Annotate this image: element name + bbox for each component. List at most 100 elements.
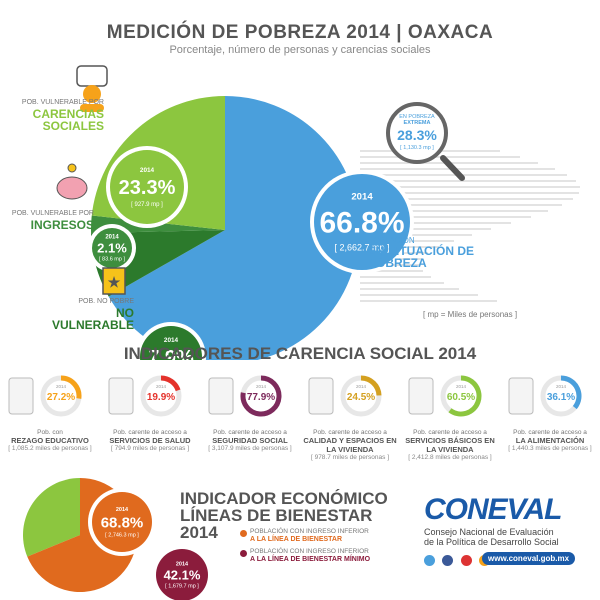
legend-minimo-prefix: POBLACIÓN CON INGRESO INFERIOR bbox=[250, 548, 369, 555]
legend-minimo-dot bbox=[240, 550, 247, 557]
wb-bubble-1 bbox=[156, 549, 208, 600]
bubble-2 bbox=[92, 228, 132, 268]
star-glyph: ★ bbox=[108, 274, 121, 290]
wb-pie-remainder bbox=[22, 478, 80, 557]
indicators-row: 2014 27.2% Pob. con REZAGO EDUCATIVO[ 1,085… bbox=[0, 368, 600, 468]
extreme-label-top: EN POBREZA bbox=[399, 114, 435, 120]
indicator-4: 2014 60.5% Pob. carente de acceso a SERVICI… bbox=[401, 368, 499, 461]
indicator-5: 2014 36.1% Pob. carente de acceso a LA ALIM… bbox=[501, 368, 599, 452]
indicator-icon-4 bbox=[408, 377, 434, 415]
bubble-persons-0: [ 2,662.7 mp ] bbox=[334, 243, 389, 253]
coneval-line1: Consejo Nacional de Evaluación bbox=[424, 527, 554, 537]
indicator-value-4: 60.5% bbox=[447, 392, 475, 403]
indicator-prefix-4: Pob. carente de acceso a bbox=[413, 429, 487, 436]
legend-bienestar: POBLACIÓN CON INGRESO INFERIOR A LA LÍNE… bbox=[240, 528, 370, 544]
indicator-ring-4: 2014 60.5% bbox=[408, 375, 482, 417]
bubble-year-3: 2014 bbox=[164, 337, 179, 344]
bubble-persons-1: [ 927.9 mp ] bbox=[131, 202, 163, 208]
poverty-pie-chart: 2014 66.8% [ 2,662.7 mp ] 2014 23.3% [ 927.9 … bbox=[56, 65, 580, 360]
indicator-amount-5: [ 1,440.3 miles de personas ] bbox=[508, 445, 592, 452]
wb-bubble-value-1: 42.1% bbox=[164, 568, 201, 583]
wb-bubble-value-0: 68.8% bbox=[101, 514, 144, 531]
extreme-value: 28.3% bbox=[397, 127, 437, 143]
caption-ingresos-name: INGRESOS bbox=[30, 218, 94, 232]
indicator-amount-0: [ 1,085.2 miles de personas ] bbox=[8, 445, 92, 452]
indicator-1: 2014 19.9% Pob. carente de acceso a SERVICI… bbox=[101, 368, 199, 452]
indicator-label-5: LA ALIMENTACIÓN bbox=[515, 436, 585, 445]
facebook-icon[interactable] bbox=[442, 555, 454, 566]
bubble-1 bbox=[110, 150, 184, 224]
coneval-line2: de la Política de Desarrollo Social bbox=[424, 537, 559, 547]
indicator-3: 2014 24.5% Pob. carente de acceso a CALIDAD… bbox=[301, 368, 399, 461]
bubble-value-3: 7.9% bbox=[148, 347, 194, 360]
indicator-arc-0 bbox=[60, 375, 82, 399]
bubble-year-0: 2014 bbox=[351, 192, 373, 203]
indicator-amount-1: [ 794.9 miles de personas ] bbox=[110, 445, 190, 452]
wb-bubble-0 bbox=[92, 492, 152, 552]
extreme-label-bottom: EXTREMA bbox=[404, 120, 431, 126]
wb-bubble-year-1: 2014 bbox=[176, 561, 189, 567]
indicator-2: 2014 77.9% Pob. carente de acceso a SEGURID… bbox=[201, 368, 299, 452]
bubble-3 bbox=[140, 326, 202, 360]
wb-bubble-persons-0: [ 2,746.3 mp ] bbox=[105, 532, 139, 538]
indicator-icon-5 bbox=[508, 377, 534, 415]
indicator-prefix-1: Pob. carente de acceso a bbox=[113, 429, 187, 436]
bubble-year-1: 2014 bbox=[140, 167, 155, 174]
indicator-amount-2: [ 3,107.9 miles de personas ] bbox=[208, 445, 292, 452]
indicator-icon-1 bbox=[108, 377, 134, 415]
indicator-year-0: 2014 bbox=[56, 384, 67, 389]
indicator-value-3: 24.5% bbox=[347, 392, 375, 403]
indicator-ring-1: 2014 19.9% bbox=[108, 375, 182, 417]
youtube-icon[interactable] bbox=[460, 555, 472, 566]
legend-bienestar-prefix: POBLACIÓN CON INGRESO INFERIOR bbox=[250, 528, 369, 535]
star-badge-icon: ★ bbox=[102, 267, 126, 295]
indicator-0: 2014 27.2% Pob. con REZAGO EDUCATIVO[ 1,085… bbox=[1, 368, 99, 452]
legend-bienestar-minimo: POBLACIÓN CON INGRESO INFERIOR A LA LÍNE… bbox=[240, 548, 380, 564]
indicator-prefix-5: Pob. carente de acceso a bbox=[513, 429, 587, 436]
indicator-icon-3 bbox=[308, 377, 334, 415]
indicator-value-0: 27.2% bbox=[47, 392, 75, 403]
indicator-arc-3 bbox=[360, 375, 382, 396]
page-subtitle: Porcentaje, número de personas y carenci… bbox=[169, 44, 431, 56]
caption-carencias-prefix: POB. VULNERABLE POR bbox=[21, 99, 104, 106]
indicator-year-3: 2014 bbox=[356, 384, 367, 389]
indicator-year-5: 2014 bbox=[556, 384, 567, 389]
indicator-icon-0 bbox=[8, 377, 34, 415]
social-icons bbox=[424, 553, 491, 571]
caption-pobreza-prefix: POBLACIÓN bbox=[368, 236, 415, 245]
indicator-value-2: 77.9% bbox=[247, 392, 275, 403]
bubble-value-2: 2.1% bbox=[97, 241, 127, 256]
caption-ingresos-prefix: POB. VULNERABLE POR bbox=[11, 210, 94, 217]
indicator-amount-4: [ 2,412.8 miles de personas ] bbox=[408, 454, 492, 461]
magnifier-handle bbox=[440, 155, 465, 181]
wb-bubble-persons-1: [ 1,679.7 mp ] bbox=[165, 583, 199, 589]
coneval-url-link[interactable]: www.coneval.gob.mx bbox=[482, 552, 576, 565]
coneval-logo: CONEVAL bbox=[424, 493, 574, 527]
indicator-arc-5 bbox=[560, 375, 582, 410]
indicator-icon-2 bbox=[208, 377, 234, 415]
twitter-icon[interactable] bbox=[424, 555, 435, 566]
indicator-ring-3: 2014 24.5% bbox=[308, 375, 382, 417]
indicators-title: INDICADORES DE CARENCIA SOCIAL 2014 bbox=[123, 344, 477, 363]
extreme-persons: [ 1,130.3 mp ] bbox=[400, 145, 434, 151]
legend-minimo-name: A LA LÍNEA DE BIENESTAR MÍNIMO bbox=[250, 556, 371, 563]
wb-bubble-year-0: 2014 bbox=[116, 507, 129, 513]
indicator-value-5: 36.1% bbox=[547, 392, 575, 403]
coneval-wordmark: CONEVAL bbox=[424, 493, 562, 526]
indicator-prefix-3: Pob. carente de acceso a bbox=[313, 429, 387, 436]
wellbeing-title: INDICADOR ECONÓMICO LÍNEAS DE BIENESTAR … bbox=[180, 489, 388, 542]
indicator-prefix-0: Pob. con bbox=[37, 429, 63, 436]
caption-carencias-name: CARENCIAS SOCIALES bbox=[32, 107, 104, 133]
indicator-amount-3: [ 978.7 miles de personas ] bbox=[310, 454, 390, 461]
bubble-year-2: 2014 bbox=[105, 234, 119, 240]
caption-novulnerable-prefix: POB. NO POBRE bbox=[78, 298, 134, 305]
caption-novulnerable-name: NO VULNERABLE bbox=[51, 306, 134, 332]
caption-pobreza-name: EN SITUACIÓN DE POBREZA bbox=[368, 244, 475, 270]
indicator-arc-1 bbox=[160, 375, 181, 392]
legend-bienestar-name: A LA LÍNEA DE BIENESTAR bbox=[250, 536, 343, 543]
indicator-label-1: SERVICIOS DE SALUD bbox=[109, 436, 191, 445]
speech-person-icon bbox=[76, 65, 108, 112]
indicator-value-1: 19.9% bbox=[147, 392, 175, 403]
indicator-ring-0: 2014 27.2% bbox=[8, 375, 82, 417]
